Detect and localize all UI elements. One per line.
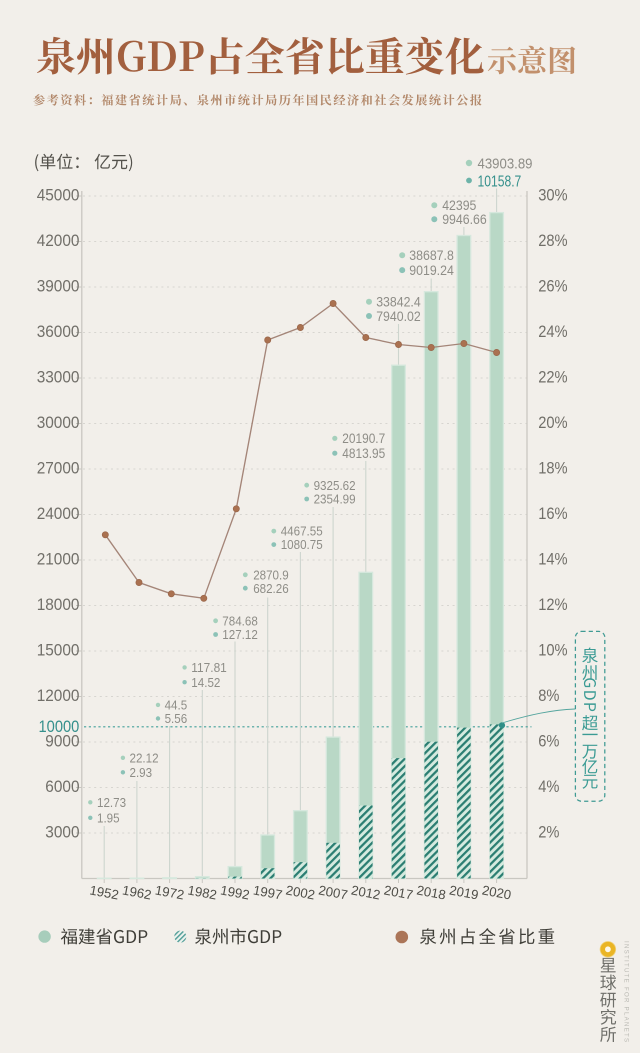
svg-text:10%: 10% xyxy=(538,641,567,659)
svg-text:9325.62: 9325.62 xyxy=(314,478,356,493)
svg-text:2%: 2% xyxy=(538,823,559,841)
svg-text:6000: 6000 xyxy=(45,778,79,796)
svg-text:4%: 4% xyxy=(538,778,559,796)
svg-text:15000: 15000 xyxy=(37,642,80,660)
svg-text:33000: 33000 xyxy=(37,369,80,387)
svg-text:21000: 21000 xyxy=(37,551,80,569)
svg-text:117.81: 117.81 xyxy=(191,660,227,675)
svg-text:7940.02: 7940.02 xyxy=(376,308,421,324)
svg-text:18%: 18% xyxy=(538,459,567,477)
svg-text:2002: 2002 xyxy=(285,882,317,902)
svg-text:1952: 1952 xyxy=(88,882,120,902)
svg-text:2017: 2017 xyxy=(383,882,415,902)
svg-text:42395: 42395 xyxy=(442,197,476,213)
svg-text:9019.24: 9019.24 xyxy=(409,262,454,278)
svg-text:10000: 10000 xyxy=(39,718,80,736)
svg-text:2870.9: 2870.9 xyxy=(253,567,289,582)
svg-text:18000: 18000 xyxy=(37,596,80,614)
svg-text:12.73: 12.73 xyxy=(97,795,126,810)
svg-text:44.5: 44.5 xyxy=(165,698,188,713)
svg-text:26%: 26% xyxy=(538,277,567,295)
svg-text:3000: 3000 xyxy=(45,824,79,842)
svg-text:2.93: 2.93 xyxy=(130,765,153,780)
svg-text:1997: 1997 xyxy=(252,882,284,902)
svg-text:9000: 9000 xyxy=(45,733,79,751)
svg-text:16%: 16% xyxy=(538,505,567,523)
svg-text:2007: 2007 xyxy=(317,882,349,902)
svg-text:10158.7: 10158.7 xyxy=(478,173,522,190)
svg-text:2012: 2012 xyxy=(350,882,382,902)
svg-text:39000: 39000 xyxy=(37,278,80,296)
svg-text:22%: 22% xyxy=(538,368,567,386)
svg-text:1982: 1982 xyxy=(187,882,219,902)
svg-text:42000: 42000 xyxy=(37,232,80,250)
svg-text:4467.55: 4467.55 xyxy=(281,524,323,539)
svg-text:1992: 1992 xyxy=(219,882,251,902)
svg-text:1080.75: 1080.75 xyxy=(281,537,323,552)
svg-text:14%: 14% xyxy=(538,550,567,568)
svg-text:6%: 6% xyxy=(538,732,559,750)
svg-text:1962: 1962 xyxy=(121,882,153,902)
svg-text:30%: 30% xyxy=(538,186,567,204)
svg-text:127.12: 127.12 xyxy=(222,627,257,642)
svg-text:2018: 2018 xyxy=(415,882,447,902)
svg-text:1972: 1972 xyxy=(154,882,186,902)
svg-text:27000: 27000 xyxy=(37,460,80,478)
svg-text:24000: 24000 xyxy=(37,505,80,523)
svg-text:14.52: 14.52 xyxy=(191,675,220,690)
svg-text:22.12: 22.12 xyxy=(130,750,159,765)
svg-text:2354.99: 2354.99 xyxy=(314,492,356,507)
svg-text:12%: 12% xyxy=(538,596,567,614)
svg-text:4813.95: 4813.95 xyxy=(342,446,385,461)
svg-text:8%: 8% xyxy=(538,687,559,705)
svg-text:20%: 20% xyxy=(538,414,567,432)
svg-text:9946.66: 9946.66 xyxy=(442,211,487,227)
svg-text:20190.7: 20190.7 xyxy=(342,431,385,446)
svg-text:33842.4: 33842.4 xyxy=(376,294,421,310)
svg-text:24%: 24% xyxy=(538,323,567,341)
svg-text:45000: 45000 xyxy=(37,187,80,205)
svg-text:1.95: 1.95 xyxy=(97,810,120,825)
svg-text:2019: 2019 xyxy=(448,882,480,902)
svg-text:30000: 30000 xyxy=(37,414,80,432)
svg-text:INSTITUTE FOR PLANETS: INSTITUTE FOR PLANETS xyxy=(622,941,629,1043)
svg-text:12000: 12000 xyxy=(37,687,80,705)
svg-text:36000: 36000 xyxy=(37,323,80,341)
svg-text:43903.89: 43903.89 xyxy=(478,155,533,172)
svg-text:682.26: 682.26 xyxy=(253,581,289,596)
svg-text:784.68: 784.68 xyxy=(222,613,257,628)
svg-text:38687.8: 38687.8 xyxy=(409,247,454,263)
svg-text:5.56: 5.56 xyxy=(165,711,188,726)
svg-text:2020: 2020 xyxy=(481,882,513,902)
svg-text:28%: 28% xyxy=(538,232,567,250)
